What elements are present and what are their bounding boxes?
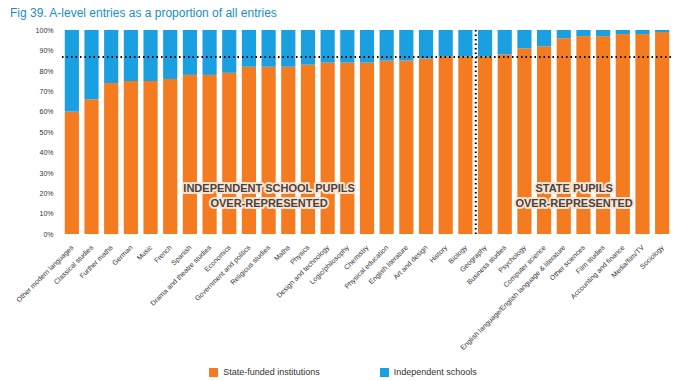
svg-text:Logic/philosophy: Logic/philosophy [308, 243, 351, 286]
svg-text:Government and politics: Government and politics [193, 243, 252, 302]
svg-text:Business studies: Business studies [465, 243, 508, 286]
html-text:Independent schools: Independent schools [393, 366, 477, 377]
svg-text:Design and technology: Design and technology [275, 243, 331, 299]
svg-text:Biology: Biology [447, 243, 469, 265]
svg-text:English literature: English literature [367, 243, 410, 286]
svg-text:English language/English langu: English language/English language & lite… [459, 244, 567, 352]
svg-text:French: French [152, 243, 173, 264]
svg-text:Further maths: Further maths [78, 243, 114, 279]
svg-text:60%: 60% [39, 108, 53, 115]
svg-text:Drama and theatre studies: Drama and theatre studies [149, 243, 213, 307]
svg-text:Geography: Geography [458, 243, 488, 274]
svg-text:30%: 30% [39, 170, 53, 177]
svg-text:40%: 40% [39, 149, 53, 156]
svg-text:German: German [111, 244, 134, 267]
svg-text:Film studies: Film studies [574, 243, 606, 275]
svg-text:Physical education: Physical education [343, 243, 390, 290]
svg-text:Chemistry: Chemistry [342, 243, 370, 271]
svg-text:70%: 70% [39, 88, 53, 95]
svg-text:STATE PUPILSOVER-REPRESENTED: STATE PUPILSOVER-REPRESENTED [515, 182, 632, 208]
svg-text:Spanish: Spanish [169, 243, 193, 267]
svg-text:INDEPENDENT SCHOOL PUPILSOVER-: INDEPENDENT SCHOOL PUPILSOVER-REPRESENTE… [183, 182, 355, 208]
svg-text:Psychology: Psychology [496, 243, 528, 274]
svg-text:Other sciences: Other sciences [548, 243, 587, 282]
svg-text:Art and design: Art and design [392, 244, 430, 282]
svg-text:90%: 90% [39, 47, 53, 54]
svg-text:80%: 80% [39, 68, 53, 75]
svg-text:100%: 100% [36, 27, 54, 34]
svg-text:20%: 20% [39, 190, 53, 197]
html-text:State-funded institutions: State-funded institutions [223, 366, 320, 377]
svg-text:Economics: Economics [202, 243, 232, 273]
svg-text:10%: 10% [39, 210, 53, 217]
svg-text:Physics: Physics [288, 243, 311, 266]
svg-text:Other modern languages: Other modern languages [14, 243, 75, 304]
svg-text:Music: Music [135, 243, 153, 261]
svg-text:History: History [428, 243, 449, 264]
svg-text:Media/film/TV: Media/film/TV [610, 243, 645, 278]
svg-text:0%: 0% [43, 231, 53, 238]
svg-text:Maths: Maths [273, 243, 292, 262]
html-text:Fig 39. A-level entries as a p: Fig 39. A-level entries as a proportion … [10, 6, 277, 20]
svg-text:Accounting and finance: Accounting and finance [569, 243, 626, 301]
svg-text:50%: 50% [39, 129, 53, 136]
svg-text:Classical studies: Classical studies [52, 243, 95, 286]
svg-text:Religious studies: Religious studies [229, 243, 272, 286]
svg-text:Sociology: Sociology [639, 243, 666, 270]
svg-text:Computer science: Computer science [502, 243, 547, 289]
